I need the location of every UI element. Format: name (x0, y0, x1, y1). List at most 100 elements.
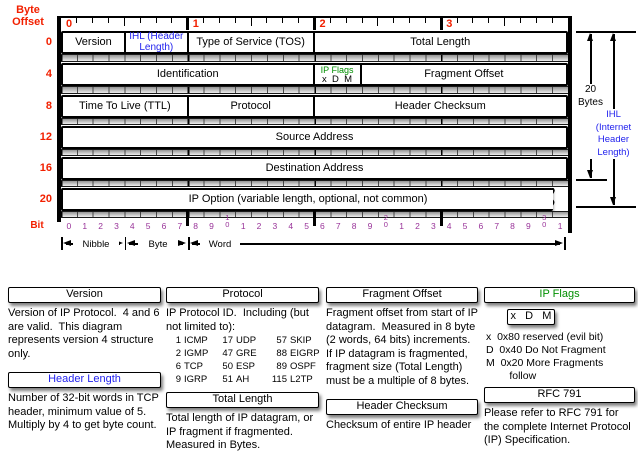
field-ip-flags: IP Flags x D M (315, 65, 362, 84)
field-protocol: Protocol (189, 97, 315, 116)
protocol-name: AH (236, 374, 250, 385)
word-span-line (192, 243, 560, 245)
field-total-length: Total Length (410, 36, 471, 48)
bit-ruler-byte-tick (313, 209, 316, 226)
protocol-name: TCP (184, 361, 203, 372)
protocol-id: 88 (276, 348, 287, 359)
protocol-id: 47 (222, 348, 233, 359)
ruler-tick (377, 17, 379, 26)
scale-delimiter (61, 237, 63, 250)
bit-number: 8 (351, 221, 357, 231)
note-title-header-length: Header Length (8, 372, 161, 388)
note-title-ip-flags: IP Flags (484, 287, 635, 303)
bit-number: 9 (209, 221, 214, 231)
bit-number: 9 (526, 221, 531, 231)
extent-cap-top (576, 31, 636, 33)
bit-number: 9 (367, 221, 373, 231)
ihl-label-line4: Length) (597, 146, 630, 158)
protocol-id: 9 (175, 374, 181, 385)
row-separator (61, 149, 568, 156)
bit-number: 7 (177, 221, 183, 231)
ip-flags-cell-bits: x D M (322, 73, 353, 85)
protocol-id: 89 (276, 361, 287, 372)
field-ihl-header-length: IHL (Header Length) (126, 31, 189, 52)
ruler-byte-number: 2 (319, 18, 326, 30)
diagram-left-border (57, 16, 61, 222)
note-title-rfc-791: RFC 791 (484, 387, 635, 403)
ruler-tick (234, 17, 236, 23)
field-type-of-service-tos: Type of Service (TOS) (189, 33, 315, 52)
arrowhead-left-icon (63, 240, 71, 247)
protocol-id: 17 (222, 335, 233, 346)
bit-number: 5 (304, 221, 309, 231)
header-row-offset-20: IP Option (variable length, optional, no… (61, 188, 553, 211)
nibble-label: Nibble (73, 238, 119, 251)
arrowhead-up-icon (587, 33, 593, 41)
bit-number: 8 (510, 221, 515, 231)
byte-offset-number: 0 (45, 36, 52, 48)
bit-number: 4 (129, 221, 135, 231)
ruler-tick (218, 17, 220, 23)
note-body-version: Version of IP Protocol. 4 and 6 are vali… (8, 307, 163, 360)
arrowhead-down-icon (610, 197, 616, 205)
note-title-version: Version (8, 287, 161, 303)
flag-line-x: x 0x80 reserved (evil bit) (486, 331, 604, 343)
ruler-tick (456, 17, 458, 23)
ihl-label-line2: (Internet (595, 121, 632, 133)
ruler-tick (250, 17, 252, 26)
ruler-tick (186, 17, 190, 30)
protocol-id: 6 (175, 361, 181, 372)
field-destination-address: Destination Address (265, 162, 364, 174)
bit-number: 2 0 (383, 213, 388, 229)
byte-offset-caption-line1: Byte (16, 4, 40, 16)
arrowhead-up-icon (610, 33, 616, 41)
word-label: Word (200, 238, 240, 251)
bit-number: 1 (557, 221, 563, 231)
header-row-offset-16: Destination Address (61, 157, 568, 180)
field-header-checksum: Header Checksum (394, 100, 486, 112)
protocol-name: ICMP (184, 335, 208, 346)
byte-offset-number: 8 (45, 100, 52, 112)
byte-offset-number: 20 (39, 193, 52, 205)
field-identification: Identification (63, 65, 315, 84)
ruler-tick (472, 17, 474, 23)
ruler-tick (361, 17, 363, 23)
bit-number: 6 (320, 221, 325, 231)
arrowhead-right-icon (115, 240, 123, 247)
note-body-fragment-offset: Fragment offset from start of IP datagra… (326, 307, 481, 387)
row-separator (61, 118, 568, 125)
ruler-tick (345, 17, 347, 23)
flag-line-m: M 0x20 More Fragments (486, 357, 604, 369)
protocol-name: IGRP (184, 374, 208, 385)
ruler-tick (488, 17, 490, 23)
bit-number: 4 (446, 221, 452, 231)
extent-cap-20bytes (576, 179, 607, 181)
ruler-tick (535, 17, 537, 23)
bit-number: 3 (430, 221, 436, 231)
diagram-right-border (568, 16, 572, 233)
field-ip-option-variable-length-optional-not-common: IP Option (variable length, optional, no… (188, 193, 428, 205)
field-version: Version (63, 33, 126, 52)
bit-number: 3 (114, 221, 119, 231)
protocol-name: L2TP (290, 374, 313, 385)
bit-number: 1 0 (225, 213, 230, 229)
protocol-name: IGMP (184, 348, 209, 359)
note-body-protocol: IP Protocol ID. Including (but not limit… (166, 307, 312, 333)
arrowhead-left-icon (126, 240, 135, 247)
row-separator (61, 86, 568, 94)
note-title-fragment-offset: Fragment Offset (326, 287, 478, 303)
ruler-tick (439, 17, 443, 30)
row-separator (61, 54, 568, 62)
note-title-total-length: Total Length (166, 392, 319, 408)
ruler-byte-number: 1 (192, 18, 199, 30)
byte-offset-caption: Byte Offset (6, 4, 50, 28)
protocol-id-table: 1 ICMP 17 UDP 57 SKIP 2 IGMP 47 GRE 88 EIGRP 6 TCP 50 E… (170, 334, 320, 386)
bit-number: 4 (288, 221, 294, 231)
protocol-id: 50 (222, 361, 233, 372)
ihl-label: IHL (Internet Header Length) (589, 109, 638, 159)
ruler-byte-number: 3 (446, 18, 453, 30)
flag-line-d: D 0x40 Do Not Fragment (486, 344, 606, 356)
bit-number: 7 (494, 221, 500, 231)
protocol-id: 51 (222, 374, 233, 385)
